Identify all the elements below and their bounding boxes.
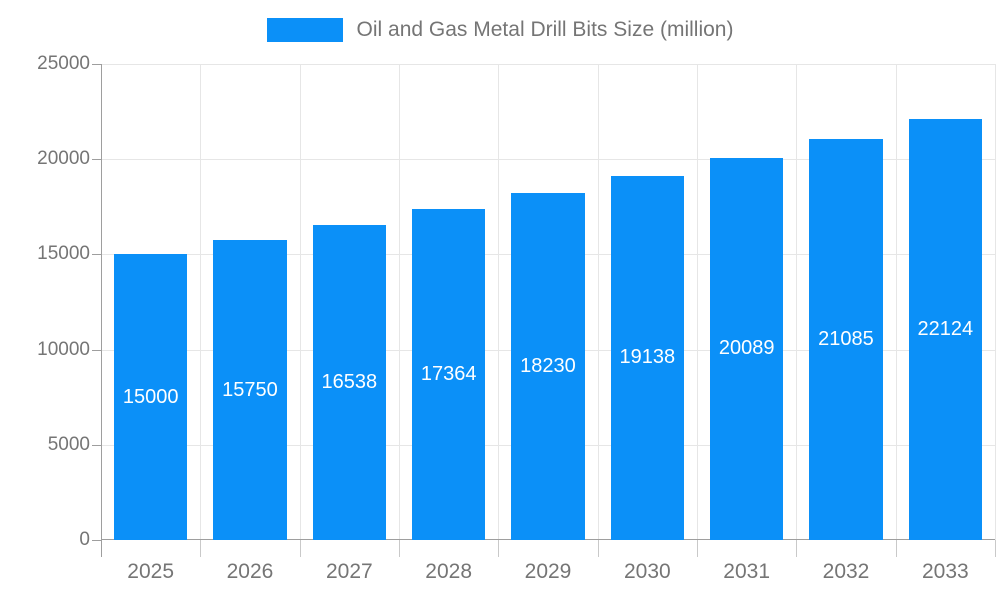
bar-2026[interactable]: 15750 <box>213 240 287 540</box>
bar-value-label: 16538 <box>321 371 378 394</box>
x-tick-mark <box>796 540 798 557</box>
bar-2025[interactable]: 15000 <box>113 254 188 540</box>
legend-swatch <box>266 18 343 42</box>
bar-2027[interactable]: 16538 <box>312 225 387 540</box>
x-tick-mark <box>696 540 698 557</box>
x-axis-label: 2027 <box>325 560 373 583</box>
bar-2032[interactable]: 21085 <box>809 138 883 540</box>
bar-value-label: 19138 <box>619 346 676 369</box>
bar-2033[interactable]: 22124 <box>908 118 983 540</box>
bar-2028[interactable]: 17364 <box>411 209 486 540</box>
bar-2031[interactable]: 20089 <box>709 157 784 540</box>
y-axis-tick-label: 5000 <box>47 433 90 455</box>
x-axis-label: 2026 <box>226 560 274 583</box>
x-tick-mark <box>597 540 599 557</box>
y-axis-tick-label: 0 <box>79 529 90 550</box>
legend-label: Oil and Gas Metal Drill Bits Size (milli… <box>356 18 734 41</box>
bar-value-label: 22124 <box>917 317 974 340</box>
y-axis-tick-label: 20000 <box>37 148 90 170</box>
y-tick-mark <box>92 254 101 256</box>
y-axis-line <box>101 64 102 557</box>
plot-area: 0 5000 10000 15000 20000 25000 15000 2025 15750 2… <box>37 53 996 583</box>
y-tick-mark <box>92 349 101 351</box>
x-axis-label: 2031 <box>723 560 771 583</box>
x-axis-label: 2028 <box>425 560 473 583</box>
x-axis-label: 2029 <box>524 560 572 583</box>
y-tick-mark <box>92 64 101 65</box>
bar-value-label: 15750 <box>222 378 278 401</box>
bar-2030[interactable]: 19138 <box>610 175 685 540</box>
bar-value-label: 18230 <box>520 354 576 377</box>
v-gridline <box>597 64 599 540</box>
legend-item[interactable]: Oil and Gas Metal Drill Bits Size (milli… <box>266 18 734 42</box>
x-tick-mark <box>299 540 301 557</box>
v-gridline <box>498 64 500 540</box>
y-axis-tick-label: 15000 <box>37 243 90 265</box>
x-axis-label: 2025 <box>127 560 175 583</box>
y-axis-tick-label: 10000 <box>37 338 90 360</box>
x-tick-mark <box>498 540 500 557</box>
bar-value-label: 20089 <box>718 337 775 360</box>
h-gridline <box>101 64 995 65</box>
h-gridline <box>101 159 995 161</box>
x-axis-label: 2032 <box>822 560 870 583</box>
y-tick-mark <box>92 540 101 541</box>
v-gridline <box>995 64 996 540</box>
legend: Oil and Gas Metal Drill Bits Size (milli… <box>0 18 1000 42</box>
y-tick-mark <box>92 444 101 446</box>
x-tick-mark <box>200 540 202 557</box>
v-gridline <box>398 64 400 540</box>
x-axis-label: 2030 <box>623 560 671 583</box>
x-tick-mark <box>398 540 400 557</box>
v-gridline <box>200 64 202 540</box>
v-gridline <box>299 64 301 540</box>
bar-value-label: 17364 <box>420 363 477 386</box>
v-gridline <box>796 64 798 540</box>
y-tick-mark <box>92 159 101 161</box>
bar-value-label: 15000 <box>122 385 179 408</box>
x-axis-label: 2033 <box>921 560 969 583</box>
y-axis-tick-label: 25000 <box>37 53 90 74</box>
x-tick-mark <box>895 540 897 557</box>
x-tick-mark <box>995 540 996 557</box>
v-gridline <box>895 64 897 540</box>
v-gridline <box>696 64 698 540</box>
bar-value-label: 21085 <box>818 327 874 350</box>
bar-2029[interactable]: 18230 <box>511 192 585 540</box>
